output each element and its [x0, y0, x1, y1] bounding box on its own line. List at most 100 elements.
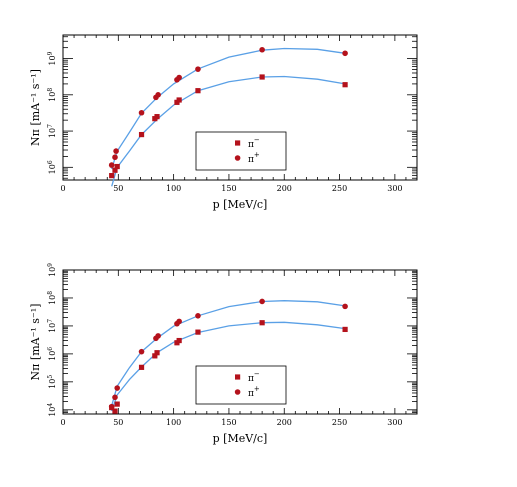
y-tick-label-base: 10 [48, 128, 57, 138]
data-point-pi-minus [176, 97, 182, 103]
x-tick-label: 250 [332, 418, 347, 427]
y-tick-label-exponent: 8 [47, 88, 54, 92]
data-point-pi-minus [195, 329, 201, 335]
legend-label: π+ [248, 385, 260, 399]
data-point-pi-minus [152, 353, 158, 359]
legend-box [195, 131, 287, 171]
y-tick-label: 107 [47, 124, 57, 138]
legend-marker-circle [234, 155, 241, 161]
x-tick-label: 0 [60, 184, 65, 193]
fit-curve-1 [111, 321, 346, 412]
data-point-pi-minus [154, 350, 160, 356]
x-tick-label: 0 [60, 418, 65, 427]
legend-label-base: π [248, 155, 254, 165]
data-point-pi-plus [112, 154, 118, 161]
legend-marker-circle [234, 389, 241, 395]
y-tick-label: 107 [47, 319, 57, 333]
y-tick-label: 105 [47, 375, 57, 389]
y-tick-label-base: 10 [48, 323, 57, 333]
x-tick-label: 200 [277, 184, 292, 193]
data-point-pi-minus [342, 82, 348, 88]
legend-label-base: π [248, 374, 254, 384]
y-tick-label: 108 [47, 88, 57, 102]
data-point-pi-minus [138, 364, 145, 370]
y-tick-label-exponent: 4 [47, 403, 54, 407]
y-tick-label-base: 10 [48, 295, 57, 305]
y-tick-label-base: 10 [48, 351, 57, 361]
legend-label-superscript: + [254, 385, 260, 393]
y-tick-label-exponent: 9 [47, 51, 54, 55]
y-tick-label-exponent: 8 [47, 291, 54, 295]
data-point-pi-plus [176, 318, 182, 325]
legend-marker-square [235, 140, 241, 146]
y-tick-label-base: 10 [48, 407, 57, 417]
data-point-pi-plus [155, 92, 161, 98]
y-tick-label-exponent: 6 [47, 347, 54, 351]
data-point-pi-plus [112, 394, 118, 401]
data-point-pi-minus [114, 163, 120, 170]
y-axis-label: Nπ [mA⁻¹ s⁻¹] [29, 304, 42, 381]
y-tick-label-base: 10 [48, 55, 57, 65]
legend-label-base: π [248, 140, 254, 150]
x-tick-label: 50 [113, 184, 123, 193]
y-tick-label-base: 10 [48, 379, 57, 389]
data-point-pi-minus [112, 167, 118, 173]
data-point-pi-minus [138, 131, 145, 138]
legend-label: π− [248, 370, 260, 384]
x-tick-label: 50 [113, 418, 123, 427]
data-point-pi-plus [195, 66, 201, 72]
y-axis-label: Nπ [mA⁻¹ s⁻¹] [29, 69, 42, 146]
data-point-pi-plus [138, 348, 145, 355]
fit-curve-2 [111, 47, 346, 170]
y-tick-label: 104 [47, 403, 57, 417]
data-point-pi-plus [113, 148, 119, 154]
x-tick-label: 300 [387, 184, 402, 193]
y-tick-label: 106 [47, 160, 57, 174]
legend-label: π− [248, 136, 260, 150]
x-tick-label: 300 [387, 418, 402, 427]
data-point-pi-plus [342, 303, 348, 310]
legend-label-superscript: − [254, 136, 260, 144]
data-point-pi-minus [259, 74, 265, 80]
x-axis-label: p [MeV/c] [213, 198, 268, 211]
y-tick-label-exponent: 5 [47, 375, 54, 379]
x-tick-label: 100 [166, 418, 181, 427]
legend-label-superscript: − [254, 370, 260, 378]
data-point-pi-plus [114, 385, 121, 391]
y-tick-label-base: 10 [48, 164, 57, 174]
fit-curve-1 [111, 75, 346, 187]
data-point-pi-plus [342, 50, 348, 57]
data-point-pi-minus [342, 326, 348, 333]
x-tick-label: 100 [166, 184, 181, 193]
y-tick-label: 109 [47, 51, 57, 65]
x-axis-label: p [MeV/c] [213, 432, 268, 445]
fit-curve-2 [111, 300, 346, 406]
y-tick-label-exponent: 9 [47, 263, 54, 267]
data-point-pi-minus [259, 320, 265, 326]
data-point-pi-plus [259, 46, 265, 53]
data-point-pi-minus [154, 114, 160, 120]
data-point-pi-minus [114, 401, 120, 407]
data-point-pi-minus [176, 337, 182, 344]
y-tick-label-exponent: 7 [47, 319, 54, 323]
x-tick-label: 250 [332, 184, 347, 193]
data-point-pi-plus [108, 162, 115, 168]
data-point-pi-plus [108, 403, 115, 410]
x-tick-label: 150 [221, 418, 236, 427]
y-tick-label-exponent: 6 [47, 160, 54, 164]
legend-marker-square [235, 374, 241, 380]
data-point-pi-plus [195, 313, 201, 319]
x-tick-label: 150 [221, 184, 236, 193]
y-tick-label-base: 10 [48, 267, 57, 277]
data-point-pi-minus [109, 173, 115, 179]
data-point-pi-plus [155, 333, 161, 339]
y-tick-label: 106 [47, 347, 57, 361]
data-point-pi-plus [259, 298, 265, 305]
legend-label: π+ [248, 151, 260, 165]
y-tick-label: 108 [47, 291, 57, 305]
legend-box [195, 365, 287, 405]
legend-label-base: π [248, 389, 254, 399]
